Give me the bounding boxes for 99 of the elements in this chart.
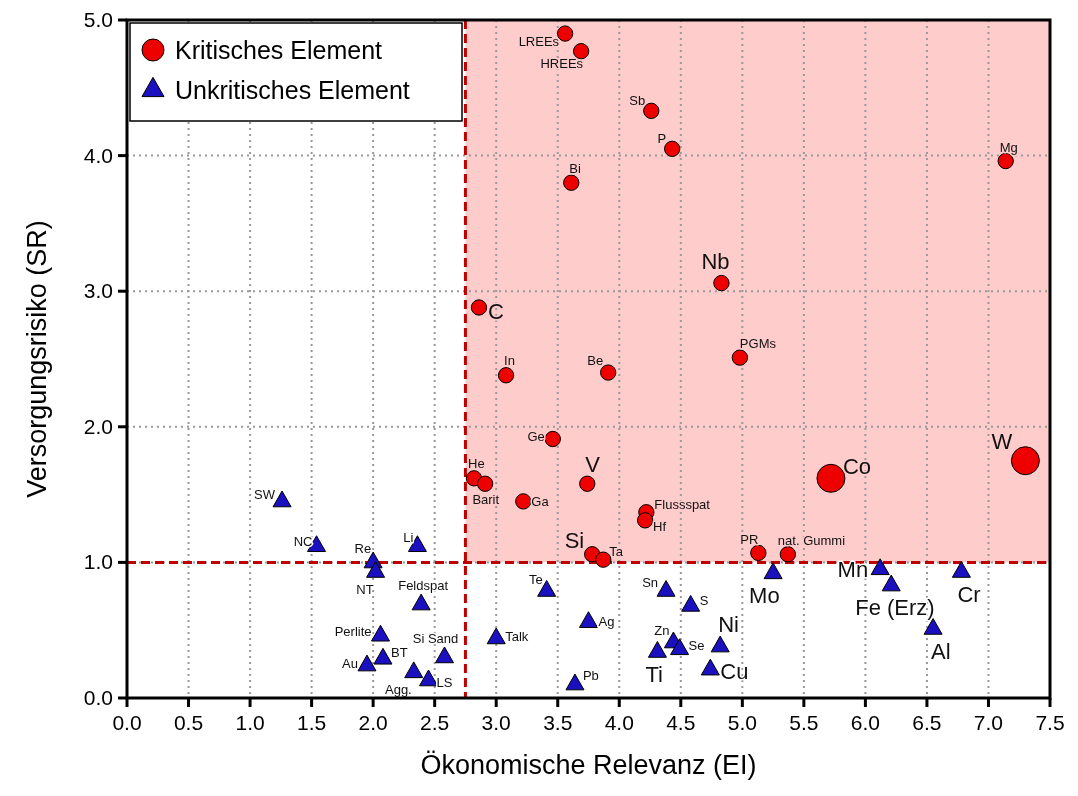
x-tick-label: 7.0 bbox=[973, 711, 1004, 734]
annotation: Agg. bbox=[385, 682, 412, 698]
y-tick-label: 1.0 bbox=[83, 550, 113, 574]
annotation: Si Sand bbox=[412, 631, 459, 647]
x-tick-label: 5.5 bbox=[789, 711, 819, 734]
y-tick-label: 5.0 bbox=[83, 8, 113, 31]
annotation: He bbox=[468, 456, 485, 472]
annotation: Sb bbox=[629, 92, 646, 108]
point bbox=[411, 593, 431, 611]
legend-label: Unkritisches Element bbox=[175, 76, 410, 104]
annotation: Au bbox=[342, 656, 358, 672]
point bbox=[404, 661, 424, 679]
annotation: SW bbox=[254, 487, 276, 503]
point bbox=[951, 561, 971, 578]
x-tick-label: 0.0 bbox=[112, 711, 142, 734]
annotation: Mg bbox=[999, 140, 1018, 156]
annotation: Nb bbox=[701, 249, 730, 275]
x-tick-label: 1.5 bbox=[297, 711, 327, 734]
point bbox=[366, 561, 386, 578]
annotation: Ti bbox=[645, 661, 663, 687]
point bbox=[763, 562, 783, 580]
point bbox=[681, 594, 701, 612]
point bbox=[579, 611, 598, 628]
annotation: BT bbox=[390, 644, 408, 660]
annotation: Be bbox=[587, 352, 604, 368]
annotation: Pb bbox=[582, 668, 599, 684]
point bbox=[647, 641, 667, 658]
point bbox=[700, 658, 720, 676]
annotation: Mo bbox=[749, 583, 780, 609]
point bbox=[435, 646, 455, 664]
y-tick-label: 0.0 bbox=[83, 686, 113, 709]
annotation: Te bbox=[528, 571, 543, 587]
annotation: NT bbox=[356, 581, 374, 597]
annotation: PR bbox=[740, 531, 759, 547]
annotation: Ag bbox=[598, 614, 615, 630]
legend-label: Kritisches Element bbox=[175, 36, 383, 64]
annotation: Se bbox=[688, 638, 705, 654]
annotation: In bbox=[504, 353, 515, 369]
x-tick-label: 2.0 bbox=[358, 711, 388, 734]
annotation: nat. Gummi bbox=[777, 533, 846, 549]
point bbox=[565, 673, 585, 691]
annotation: Mn bbox=[837, 557, 869, 583]
annotation: Ta bbox=[609, 543, 624, 559]
annotation: Fe (Erz) bbox=[855, 595, 935, 621]
x-tick-label: 2.5 bbox=[420, 711, 450, 734]
annotation: V bbox=[585, 451, 601, 477]
annotation: PGMs bbox=[739, 335, 777, 351]
annotation: Bi bbox=[569, 160, 581, 176]
x-tick-label: 0.5 bbox=[173, 711, 204, 734]
annotation: Flussspat bbox=[654, 497, 711, 513]
point bbox=[373, 647, 393, 665]
annotation: HREEs bbox=[540, 56, 584, 72]
point bbox=[486, 627, 506, 645]
annotation: Perlite bbox=[334, 623, 372, 639]
annotation: Re bbox=[354, 541, 372, 557]
x-tick-label: 6.5 bbox=[912, 711, 942, 734]
y-axis-title: Versorgungsrisiko (SR) bbox=[22, 220, 52, 498]
x-tick-label: 4.5 bbox=[666, 711, 696, 734]
annotation: LS bbox=[436, 675, 453, 691]
annotation: NC bbox=[293, 534, 313, 550]
annotation: Barit bbox=[472, 491, 500, 507]
annotation: Cu bbox=[720, 658, 749, 684]
annotation: C bbox=[487, 299, 504, 325]
point bbox=[710, 635, 730, 653]
point bbox=[419, 669, 439, 687]
point bbox=[357, 654, 377, 672]
x-tick-label: 1.0 bbox=[235, 711, 265, 734]
x-tick-label: 4.0 bbox=[604, 711, 634, 734]
annotation: Hf bbox=[653, 519, 667, 535]
annotation: Zn bbox=[654, 623, 670, 639]
x-axis-title: Ökonomische Relevanz (EI) bbox=[420, 750, 757, 780]
y-tick-label: 3.0 bbox=[83, 279, 113, 303]
annotation: Si bbox=[564, 528, 585, 554]
x-tick-label: 5.0 bbox=[727, 711, 757, 734]
annotation: Feldspat bbox=[398, 578, 449, 594]
annotation: Sn bbox=[642, 574, 659, 590]
annotation: S bbox=[699, 592, 709, 608]
y-tick-label: 4.0 bbox=[83, 143, 113, 167]
y-tick-label: 2.0 bbox=[83, 414, 113, 438]
x-tick-label: 3.5 bbox=[543, 711, 573, 734]
annotation: P bbox=[657, 130, 667, 146]
annotation: Al bbox=[931, 638, 951, 664]
x-tick-label: 7.5 bbox=[1035, 711, 1065, 734]
x-tick-label: 3.0 bbox=[481, 711, 511, 734]
annotation: Ge bbox=[527, 429, 545, 444]
annotation: Ga bbox=[531, 494, 550, 510]
annotation: LREEs bbox=[518, 33, 560, 49]
x-tick-label: 6.0 bbox=[850, 711, 880, 734]
annotation: Ni bbox=[718, 612, 739, 638]
point bbox=[670, 638, 690, 656]
annotation: Talk bbox=[505, 629, 529, 645]
point bbox=[870, 558, 890, 576]
annotation: W bbox=[991, 428, 1013, 454]
point bbox=[656, 580, 676, 597]
annotation: Li bbox=[403, 530, 414, 546]
annotation: Cr bbox=[957, 581, 981, 607]
point bbox=[371, 624, 391, 642]
point bbox=[881, 574, 901, 592]
annotation: Co bbox=[842, 454, 872, 480]
